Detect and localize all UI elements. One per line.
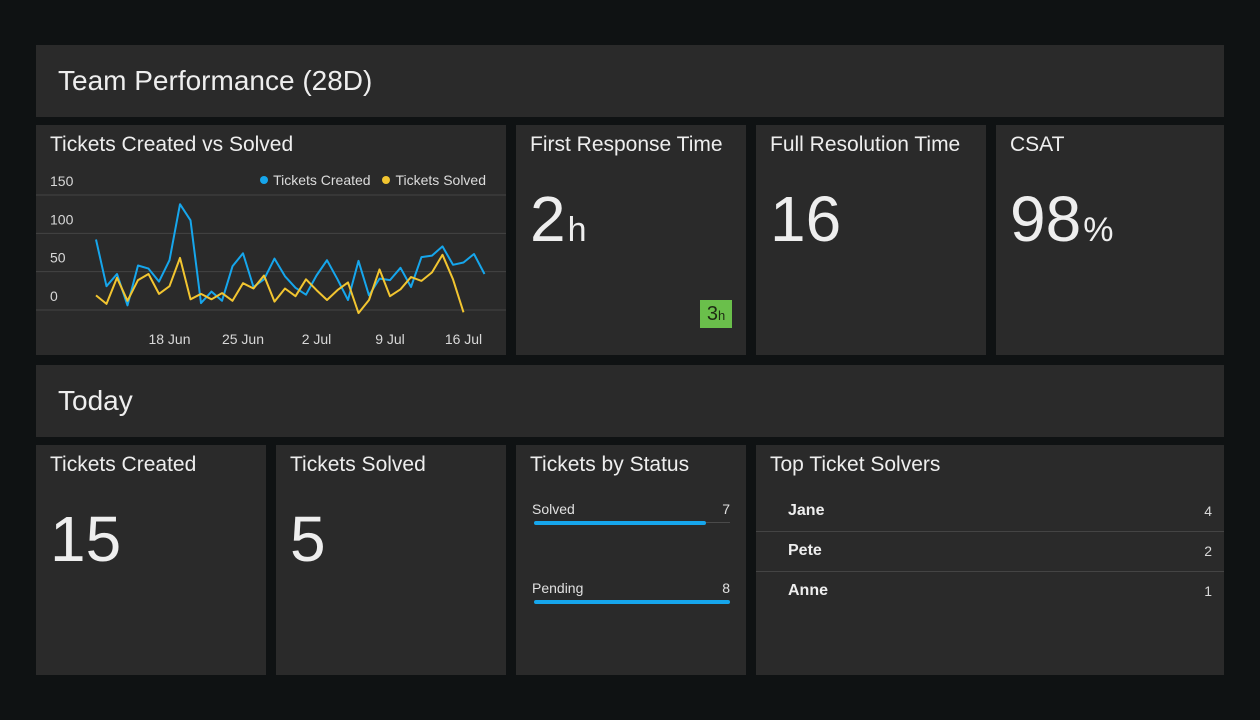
status-count: 7 [722, 501, 730, 517]
y-tick-label: 0 [50, 288, 58, 304]
comparison-badge: 3h [700, 300, 732, 328]
series-line-created [95, 203, 486, 307]
status-count: 8 [722, 580, 730, 596]
csat-unit: % [1083, 211, 1114, 249]
chart-title: Tickets Created vs Solved [50, 133, 294, 156]
solver-name: Jane [788, 502, 825, 519]
tickets-by-status-card: Tickets by Status Solved 7 Pending 8 [516, 445, 746, 675]
legend-dot-solved [382, 176, 391, 184]
status-bar-track [534, 600, 730, 604]
legend-label-solved: Tickets Solved [395, 172, 486, 188]
solver-name: Anne [788, 582, 828, 599]
status-label: Solved [532, 501, 575, 517]
first-response-unit: h [567, 211, 587, 249]
performance-header: Team Performance (28D) [36, 45, 1224, 117]
solver-count: 1 [1204, 583, 1212, 599]
x-tick-label: 18 Jun [148, 331, 190, 347]
x-tick-label: 25 Jun [222, 331, 264, 347]
solver-row: Pete 2 [756, 531, 1224, 572]
legend-item-solved: Tickets Solved [382, 172, 486, 188]
tickets-solved-value: 5 [290, 503, 326, 575]
first-response-number: 2 [530, 183, 566, 255]
top-solvers-title: Top Ticket Solvers [770, 453, 941, 476]
first-response-card: First Response Time 2h 3h [516, 125, 746, 355]
status-bar-fill [534, 521, 706, 525]
today-title: Today [58, 385, 133, 416]
csat-title: CSAT [1010, 133, 1065, 156]
series-line-solved [95, 253, 465, 315]
y-tick-label: 50 [50, 250, 66, 266]
solver-row: Jane 4 [756, 491, 1224, 532]
badge-unit: h [717, 308, 726, 323]
chart-card: Tickets Created vs Solved Tickets Create… [36, 125, 506, 355]
legend-label-created: Tickets Created [273, 172, 371, 188]
chart-legend: Tickets Created Tickets Solved [252, 172, 486, 188]
status-row-solved: Solved 7 [532, 501, 730, 525]
full-resolution-card: Full Resolution Time 16 [756, 125, 986, 355]
solver-name: Pete [788, 542, 822, 559]
status-bar-fill [534, 600, 730, 604]
tickets-solved-title: Tickets Solved [290, 453, 426, 476]
badge-number: 3 [706, 303, 718, 325]
y-tick-label: 100 [50, 211, 74, 227]
solver-count: 2 [1204, 543, 1212, 559]
full-resolution-title: Full Resolution Time [770, 133, 961, 156]
status-row-pending: Pending 8 [532, 580, 730, 604]
tickets-solved-card: Tickets Solved 5 [276, 445, 506, 675]
x-tick-label: 9 Jul [375, 331, 405, 347]
legend-dot-created [260, 176, 269, 184]
tickets-created-card: Tickets Created 15 [36, 445, 266, 675]
csat-value: 98% [1010, 187, 1113, 251]
solver-count: 4 [1204, 503, 1212, 519]
first-response-value: 2h [530, 187, 587, 251]
performance-title: Team Performance (28D) [58, 65, 373, 96]
today-header: Today [36, 365, 1224, 437]
line-chart: 150 100 50 0 18 Jun 25 Jun 2 Jul 9 Jul 16 Jul [36, 173, 506, 347]
tickets-created-value: 15 [50, 503, 122, 575]
status-label: Pending [532, 580, 584, 596]
top-solvers-card: Top Ticket Solvers Jane 4 Pete 2 Anne 1 [756, 445, 1224, 675]
tickets-by-status-title: Tickets by Status [530, 453, 690, 476]
first-response-title: First Response Time [530, 133, 723, 156]
csat-card: CSAT 98% [996, 125, 1224, 355]
x-tick-label: 2 Jul [302, 331, 332, 347]
csat-number: 98 [1010, 183, 1082, 255]
legend-item-created: Tickets Created [260, 172, 374, 188]
full-resolution-value: 16 [770, 183, 842, 255]
status-bar-track [534, 521, 730, 525]
x-tick-label: 16 Jul [445, 331, 482, 347]
y-tick-label: 150 [50, 173, 74, 189]
tickets-created-title: Tickets Created [50, 453, 197, 476]
status-bar-rest [705, 522, 730, 523]
solver-row: Anne 1 [756, 571, 1224, 611]
